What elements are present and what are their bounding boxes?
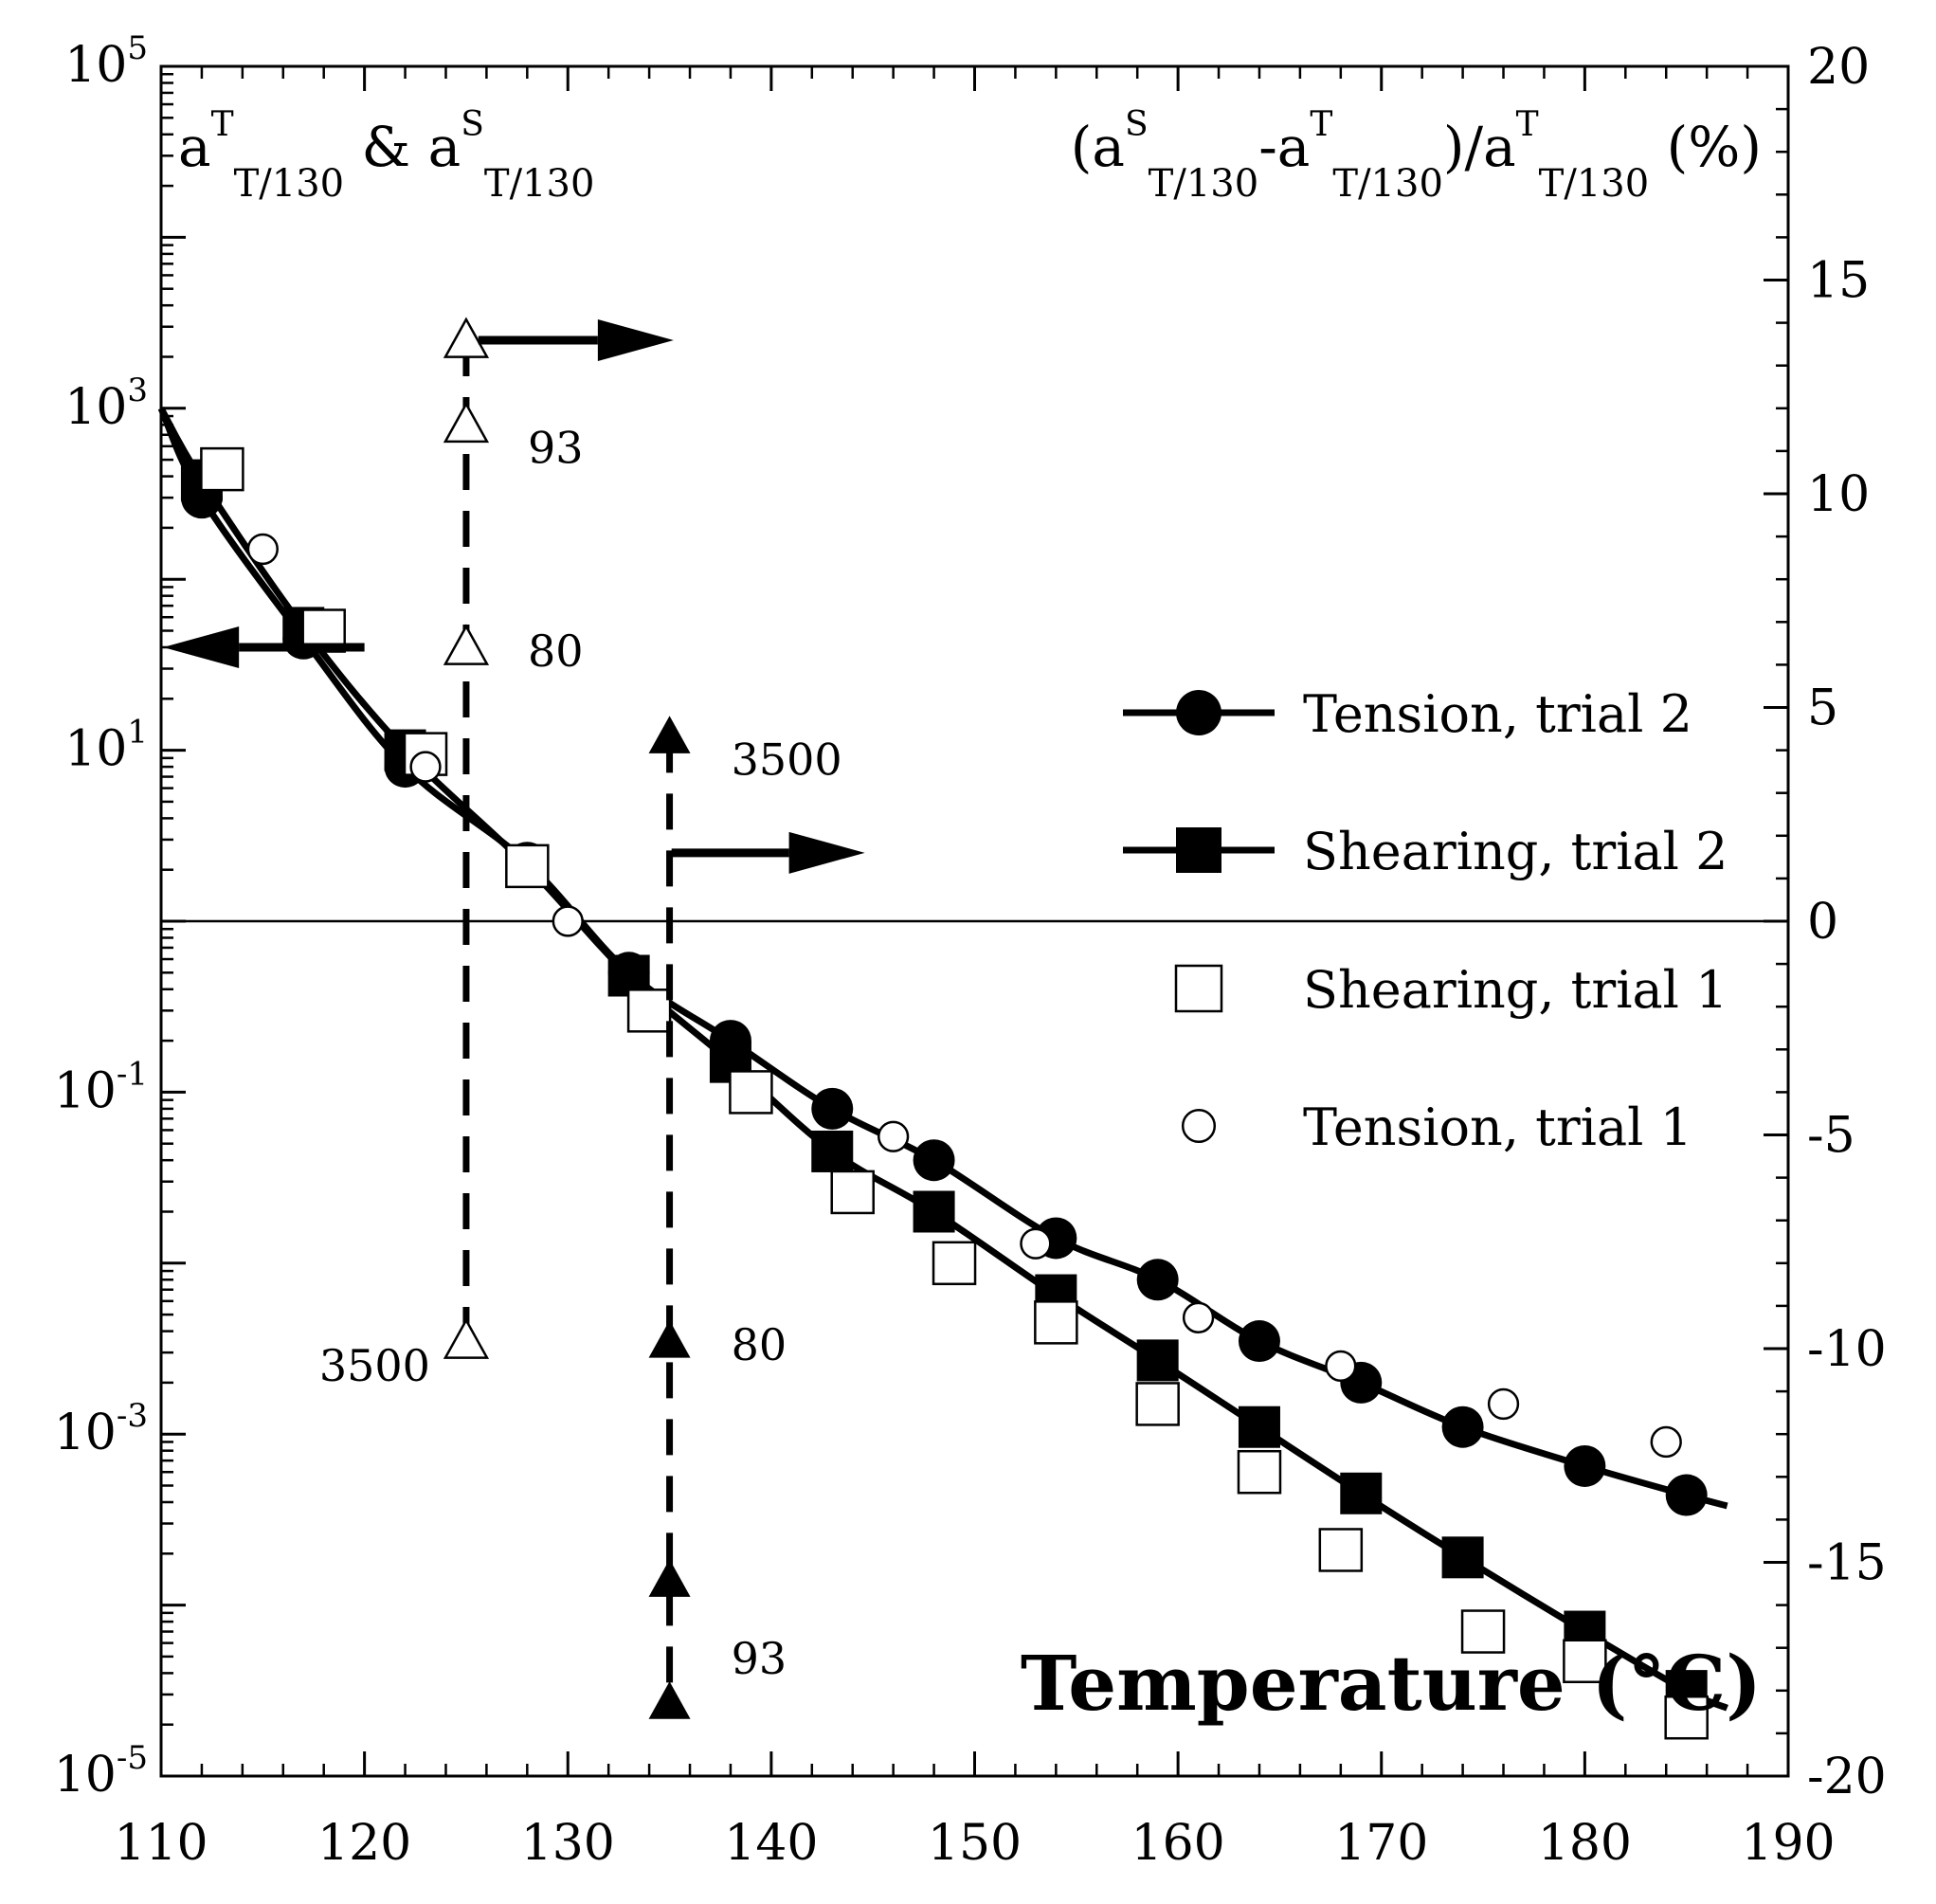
data-point	[1664, 1695, 1709, 1740]
legend-label: Tension, trial 1	[1303, 1097, 1692, 1157]
data-point	[1340, 1472, 1383, 1514]
annotation-label: 93	[528, 422, 584, 473]
x-tick-label: 130	[521, 1815, 615, 1872]
y-right-tick-label: -15	[1807, 1535, 1887, 1592]
y-left-tick-label: 10-1	[54, 1055, 148, 1119]
data-point	[1136, 1259, 1179, 1301]
data-point	[878, 1120, 910, 1152]
data-point	[409, 751, 442, 783]
arrow-right-1-head	[597, 319, 674, 362]
y-right-tick-label: -20	[1807, 1749, 1887, 1805]
data-point	[1564, 1444, 1606, 1487]
data-point	[246, 533, 279, 566]
y-left-tick-label: 105	[64, 29, 148, 94]
x-axis-label: Temperature (°C)	[1021, 1639, 1762, 1728]
annotation-triangle	[443, 624, 490, 665]
data-point	[1487, 1387, 1520, 1421]
annotation-triangle	[443, 401, 490, 444]
data-point	[913, 1190, 955, 1233]
y-left-tick-label: 10-5	[54, 1739, 148, 1804]
annotation-triangle	[443, 317, 490, 358]
y-right-tick-label: 0	[1807, 894, 1838, 951]
legend-label: Tension, trial 2	[1303, 684, 1692, 744]
annotation-label: 3500	[732, 734, 842, 785]
data-point	[830, 1170, 875, 1215]
data-point	[1460, 1609, 1506, 1654]
annotation-label: 3500	[319, 1340, 430, 1391]
data-point	[1136, 1339, 1179, 1382]
annotation-triangle	[648, 1559, 691, 1597]
y-right-tick-label: 10	[1807, 466, 1870, 523]
annotation-label: 80	[732, 1319, 787, 1370]
data-point	[1237, 1449, 1282, 1495]
data-point	[1325, 1350, 1357, 1383]
data-point	[729, 1070, 773, 1115]
legend-marker	[1174, 964, 1223, 1013]
data-point	[1441, 1405, 1484, 1448]
y-left-axis-label: aTT/130 & aST/130	[178, 105, 594, 206]
arrow-left-head	[163, 626, 240, 668]
data-point	[1650, 1425, 1682, 1459]
data-point	[913, 1139, 955, 1182]
annotation-triangle	[648, 1320, 691, 1358]
x-tick-label: 180	[1538, 1815, 1632, 1872]
annotation-triangle	[648, 1681, 691, 1719]
series-line	[157, 407, 1728, 1712]
series-1	[180, 459, 1708, 1713]
y-right-tick-label: 15	[1807, 253, 1870, 310]
legend-marker	[1176, 827, 1221, 873]
x-tick-label: 110	[114, 1815, 208, 1872]
series-3	[246, 533, 1682, 1459]
y-right-tick-label: 20	[1807, 39, 1870, 96]
data-point	[626, 988, 672, 1033]
annotation-label: 93	[732, 1633, 787, 1684]
data-point	[932, 1241, 977, 1286]
data-point	[552, 905, 584, 937]
legend-label: Shearing, trial 2	[1303, 822, 1728, 881]
data-point	[811, 1130, 854, 1172]
legend-marker	[1176, 690, 1221, 735]
x-tick-label: 140	[724, 1815, 818, 1872]
x-tick-label: 150	[928, 1815, 1022, 1872]
data-point	[1441, 1536, 1484, 1579]
y-right-tick-label: -10	[1807, 1321, 1887, 1378]
legend-marker	[1181, 1108, 1217, 1144]
data-point	[1182, 1301, 1215, 1333]
x-tick-label: 190	[1741, 1815, 1835, 1872]
x-tick-label: 170	[1334, 1815, 1428, 1872]
data-point	[1563, 1639, 1607, 1684]
legend-label: Shearing, trial 1	[1303, 960, 1728, 1020]
annotation-triangle	[443, 1317, 490, 1359]
y-right-tick-label: -5	[1807, 1108, 1855, 1165]
data-point	[1135, 1382, 1180, 1426]
data-point	[1020, 1227, 1052, 1260]
data-point	[1238, 1405, 1280, 1448]
y-left-tick-label: 101	[64, 714, 148, 778]
y-left-tick-label: 103	[64, 372, 148, 436]
y-right-axis-label: (aST/130-aTT/130)/aTT/130 (%)	[1071, 105, 1762, 206]
data-point	[200, 446, 244, 492]
data-point	[811, 1087, 854, 1130]
y-left-tick-label: 10-3	[54, 1397, 148, 1461]
y-right-tick-label: 5	[1807, 680, 1838, 737]
annotation-triangle	[648, 716, 691, 753]
data-point	[1318, 1528, 1364, 1572]
x-tick-label: 160	[1131, 1815, 1224, 1872]
data-point	[505, 843, 550, 889]
annotation-label: 80	[528, 626, 584, 677]
data-point	[1238, 1320, 1280, 1363]
x-tick-label: 120	[317, 1815, 411, 1872]
data-point	[1665, 1474, 1708, 1516]
arrow-right-2-head	[788, 831, 865, 874]
data-point	[1034, 1300, 1078, 1345]
